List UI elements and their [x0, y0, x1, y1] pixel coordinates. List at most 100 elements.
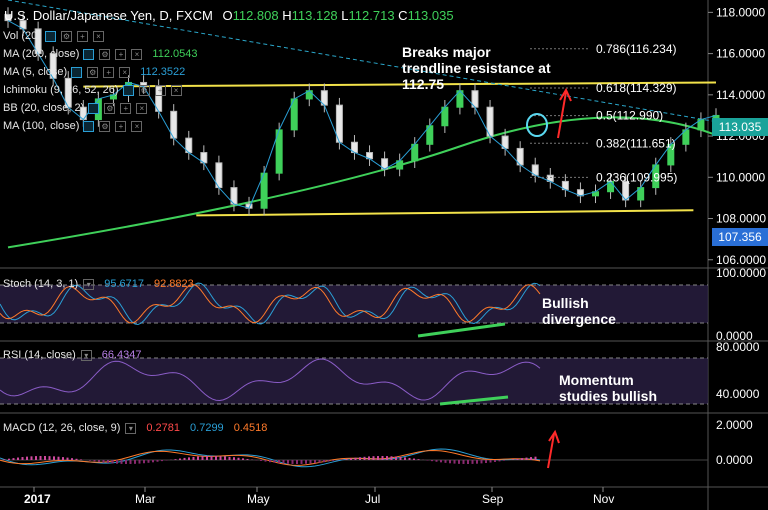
visibility-icon[interactable] [122, 84, 134, 96]
y-tick-label: 118.0000 [716, 5, 765, 19]
macd-legend: MACD (12, 26, close, 9) ▾ 0.2781 0.7299 … [3, 422, 267, 434]
x-tick-label: Nov [593, 492, 614, 506]
up-arrow-main [557, 91, 567, 139]
fib-label: 0.236(109.995) [596, 170, 677, 184]
close-icon[interactable]: × [92, 30, 104, 42]
indicator-label[interactable]: MA (5, close) [3, 66, 68, 78]
x-tick-label: Sep [482, 492, 504, 506]
indicator-label[interactable]: Vol (20) [3, 30, 41, 42]
indicator-legend-row[interactable]: Ichimoku (9, 26, 52, 26) ⚙ + × [3, 84, 182, 96]
trendline-support [196, 209, 694, 217]
indicator-legend-row[interactable]: MA (200, close) ⚙ + × 112.0543 [3, 48, 198, 60]
plus-icon[interactable]: + [115, 48, 127, 60]
rsi-tick-label: 80.0000 [716, 340, 760, 354]
y-tick-label: 106.0000 [716, 253, 766, 267]
stoch-legend: Stoch (14, 3, 1) ▾ 95.6717 92.8823 [3, 278, 194, 290]
fib-label: 0.786(116.234) [596, 42, 677, 56]
gear-icon[interactable]: ⚙ [99, 120, 111, 132]
low-value: 112.713 [348, 8, 395, 23]
plus-icon[interactable]: + [120, 102, 132, 114]
indicator-legend-row[interactable]: MA (100, close) ⚙ + × [3, 120, 143, 132]
low-label: L [341, 8, 349, 23]
breakout-circle [526, 113, 548, 137]
visibility-icon[interactable] [83, 120, 95, 132]
macd-value: 0.7299 [190, 422, 224, 434]
trendline-resistance [83, 81, 717, 88]
indicator-label[interactable]: Ichimoku (9, 26, 52, 26) [3, 84, 119, 96]
close-icon[interactable]: × [136, 102, 148, 114]
stoch-label[interactable]: Stoch (14, 3, 1) [3, 278, 79, 290]
stoch-tick-label: 100.0000 [716, 266, 766, 280]
x-tick-label: Mar [135, 492, 156, 506]
fib-label: 0.618(114.329) [596, 81, 677, 95]
macd-signal-value: 0.4518 [233, 422, 268, 434]
chevron-down-icon[interactable]: ▾ [80, 349, 92, 361]
fib-label: 0.382(111.651) [596, 136, 676, 150]
stoch-k-value: 95.6717 [104, 278, 144, 290]
visibility-icon[interactable] [88, 102, 100, 114]
trendline-falling [7, 0, 717, 123]
gear-icon[interactable]: ⚙ [104, 102, 116, 114]
macd-hist-value: 0.2781 [146, 422, 181, 434]
indicator-label[interactable]: BB (20, close, 2) [3, 102, 85, 114]
visibility-icon[interactable] [71, 66, 83, 78]
plus-icon[interactable]: + [154, 84, 166, 96]
indicator-legend-row[interactable]: Vol (20) ⚙ + × [3, 30, 104, 42]
y-tick-label: 116.0000 [716, 47, 765, 61]
symbol-title[interactable]: U.S. Dollar/Japanese Yen, D, FXCM [4, 8, 213, 23]
gear-icon[interactable]: ⚙ [60, 30, 72, 42]
gear-icon[interactable]: ⚙ [87, 66, 99, 78]
x-tick-label: Jul [365, 492, 380, 506]
rsi-tick-label: 40.0000 [716, 387, 760, 401]
indicator-label[interactable]: MA (200, close) [3, 48, 80, 60]
rsi-label[interactable]: RSI (14, close) [3, 349, 76, 361]
gear-icon[interactable]: ⚙ [138, 84, 150, 96]
close-icon[interactable]: × [131, 120, 143, 132]
current-price-badge: 113.035 [712, 118, 768, 136]
ma200-line [7, 116, 717, 249]
plus-icon[interactable]: + [103, 66, 115, 78]
close-icon[interactable]: × [119, 66, 131, 78]
stoch-k-line [0, 282, 541, 325]
chart-header: U.S. Dollar/Japanese Yen, D, FXCM O112.8… [4, 8, 454, 23]
indicator-legend-row[interactable]: MA (5, close) ⚙ + × 112.3522 [3, 66, 185, 78]
open-value: 112.808 [232, 8, 279, 23]
fib-label: 0.5(112.990) [596, 109, 663, 123]
rsi-value: 66.4347 [101, 349, 142, 361]
stoch-divergence-line [417, 322, 506, 338]
indicator-legend-row[interactable]: BB (20, close, 2) ⚙ + × [3, 102, 148, 114]
indicator-value: 112.3522 [140, 66, 186, 78]
chevron-down-icon[interactable]: ▾ [83, 278, 95, 290]
close-icon[interactable]: × [170, 84, 182, 96]
ma-price-badge: 107.356 [712, 228, 768, 246]
x-tick-label: 2017 [24, 492, 51, 506]
gear-icon[interactable]: ⚙ [99, 48, 111, 60]
visibility-icon[interactable] [44, 30, 56, 42]
trendline-annotation: Breaks major trendline resistance at 112… [402, 44, 551, 92]
up-arrow-head [559, 87, 572, 102]
visibility-icon[interactable] [83, 48, 95, 60]
plus-icon[interactable]: + [115, 120, 127, 132]
stoch-tick-label: 0.0000 [716, 329, 753, 343]
close-icon[interactable]: × [131, 48, 143, 60]
stoch-annotation: Bullish divergence [542, 295, 616, 327]
close-label: C [398, 8, 408, 23]
stoch-d-value: 92.8823 [153, 278, 194, 290]
up-arrow-macd [547, 433, 555, 469]
macd-label[interactable]: MACD (12, 26, close, 9) [3, 422, 121, 434]
high-label: H [282, 8, 292, 23]
y-tick-label: 110.0000 [716, 170, 765, 184]
macd-line [0, 448, 541, 468]
macd-tick-label: 2.0000 [716, 418, 753, 432]
rsi-legend: RSI (14, close) ▾ 66.4347 [3, 349, 142, 361]
open-label: O [222, 8, 233, 23]
plus-icon[interactable]: + [76, 30, 88, 42]
y-tick-label: 108.0000 [716, 212, 766, 226]
indicator-label[interactable]: MA (100, close) [3, 120, 80, 132]
stoch-d-line [0, 284, 541, 324]
indicator-value: 112.0543 [152, 48, 198, 60]
chevron-down-icon[interactable]: ▾ [125, 422, 137, 434]
up-arrow-macd-head [548, 429, 560, 444]
